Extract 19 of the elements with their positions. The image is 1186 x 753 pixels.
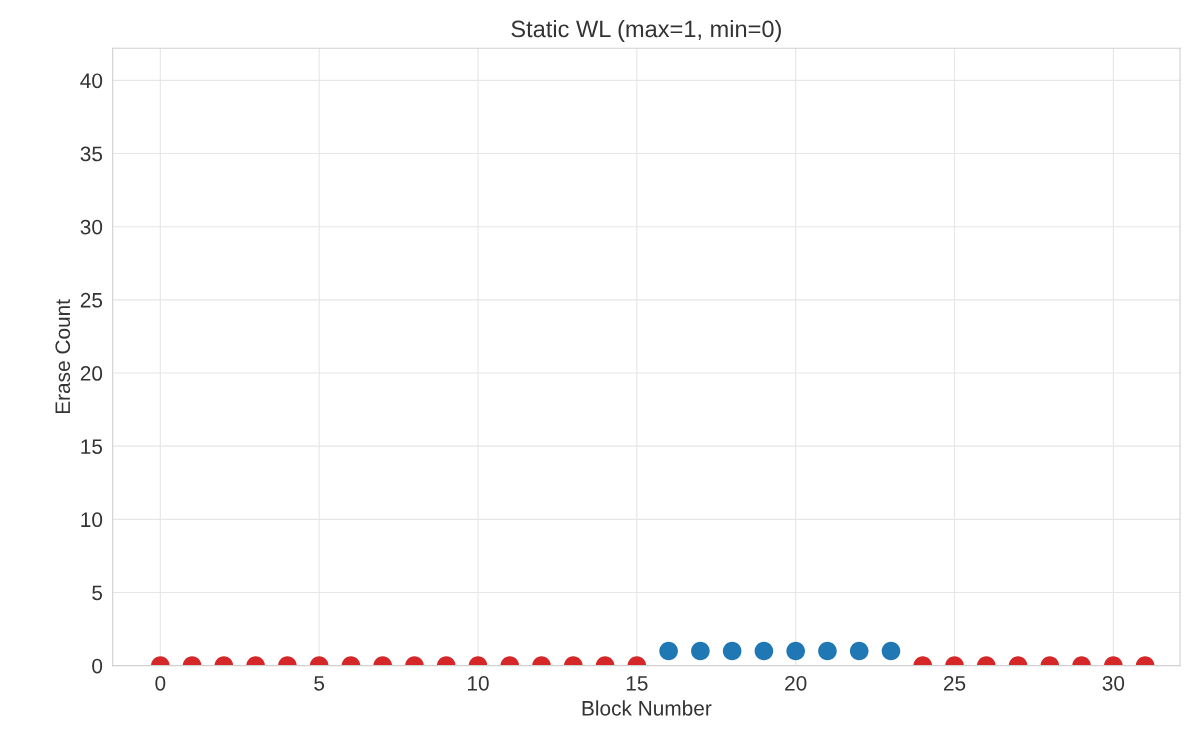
y-tick-label: 35 [80, 146, 103, 162]
x-axis-title: Block Number [582, 700, 712, 716]
x-tick-label: 10 [468, 675, 489, 691]
x-tick-label: 30 [1102, 675, 1125, 691]
y-tick-label: 25 [80, 292, 103, 308]
x-tick-label: 20 [785, 675, 807, 691]
y-tick-label: 30 [80, 219, 103, 235]
y-tick-label: 40 [80, 73, 103, 89]
x-tick-label: 0 [155, 675, 166, 691]
y-tick-label: 20 [80, 366, 103, 381]
x-tick-label: 15 [626, 676, 648, 691]
y-axis-title: Erase Count [55, 299, 71, 414]
y-tick-label: 15 [81, 439, 103, 454]
chart-title: Static WL (max=1, min=0) [511, 19, 781, 42]
x-tick-label: 25 [943, 675, 966, 691]
y-tick-label: 10 [81, 512, 103, 528]
y-tick-label: 0 [92, 658, 103, 674]
y-tick-label: 5 [92, 585, 103, 601]
x-tick-label: 5 [314, 676, 325, 691]
